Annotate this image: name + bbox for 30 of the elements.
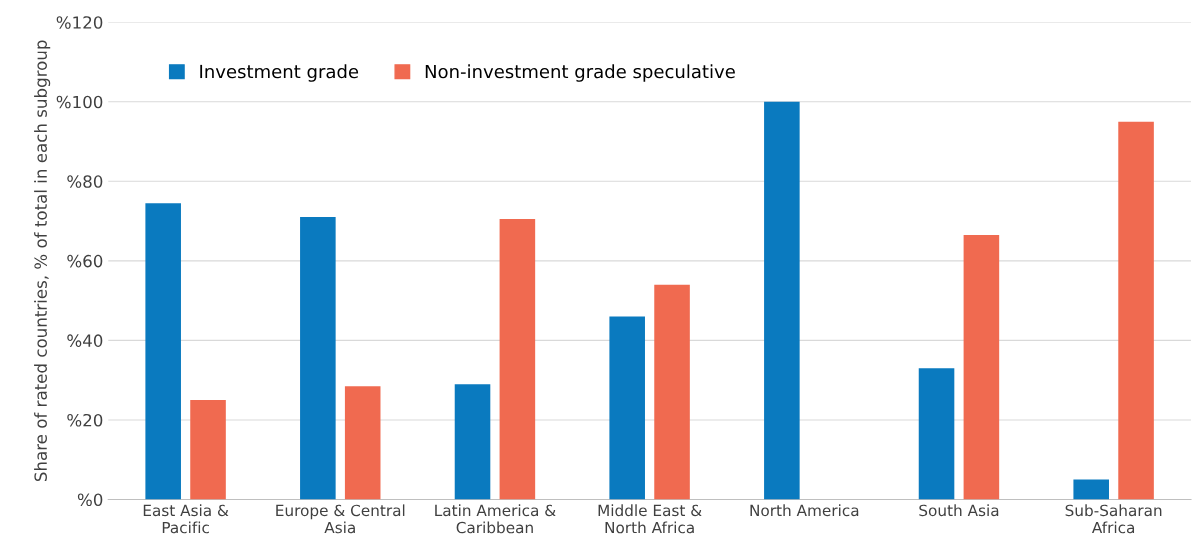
bar bbox=[1118, 121, 1154, 500]
y-tick-label: %100 bbox=[56, 95, 103, 109]
y-axis-title: Share of rated countries, % of total in each subgroup bbox=[34, 40, 51, 482]
x-tick-label: Latin America & Caribbean bbox=[435, 504, 556, 534]
bar bbox=[918, 368, 955, 500]
bar bbox=[300, 217, 336, 500]
y-tick-label: %60 bbox=[67, 254, 103, 268]
x-tick-label: East Asia & Pacific bbox=[143, 504, 229, 534]
bar bbox=[764, 101, 800, 500]
x-tick-label: Middle East & North Africa bbox=[598, 504, 702, 534]
y-tick-label: %40 bbox=[67, 334, 103, 347]
bar bbox=[963, 235, 1000, 500]
x-tick-label: South Asia bbox=[919, 504, 999, 517]
legend-label: Non-investment grade speculative bbox=[425, 64, 735, 82]
y-tick-label: %0 bbox=[77, 493, 103, 507]
bar bbox=[145, 203, 181, 500]
x-tick-label: Sub-Saharan Africa bbox=[1065, 504, 1162, 534]
x-tick-label: North America bbox=[750, 504, 859, 517]
bar bbox=[454, 384, 491, 500]
y-tick-label: %20 bbox=[67, 413, 103, 427]
bar bbox=[499, 219, 536, 500]
legend-label: Investment grade bbox=[200, 64, 359, 82]
bar bbox=[1073, 479, 1109, 500]
bar bbox=[654, 284, 690, 500]
bar bbox=[609, 316, 645, 500]
x-tick-label: Europe & Central Asia bbox=[276, 504, 405, 534]
y-tick-label: %120 bbox=[56, 16, 103, 29]
y-tick-label: %80 bbox=[67, 175, 103, 188]
bar bbox=[190, 400, 226, 500]
bar bbox=[344, 386, 381, 500]
